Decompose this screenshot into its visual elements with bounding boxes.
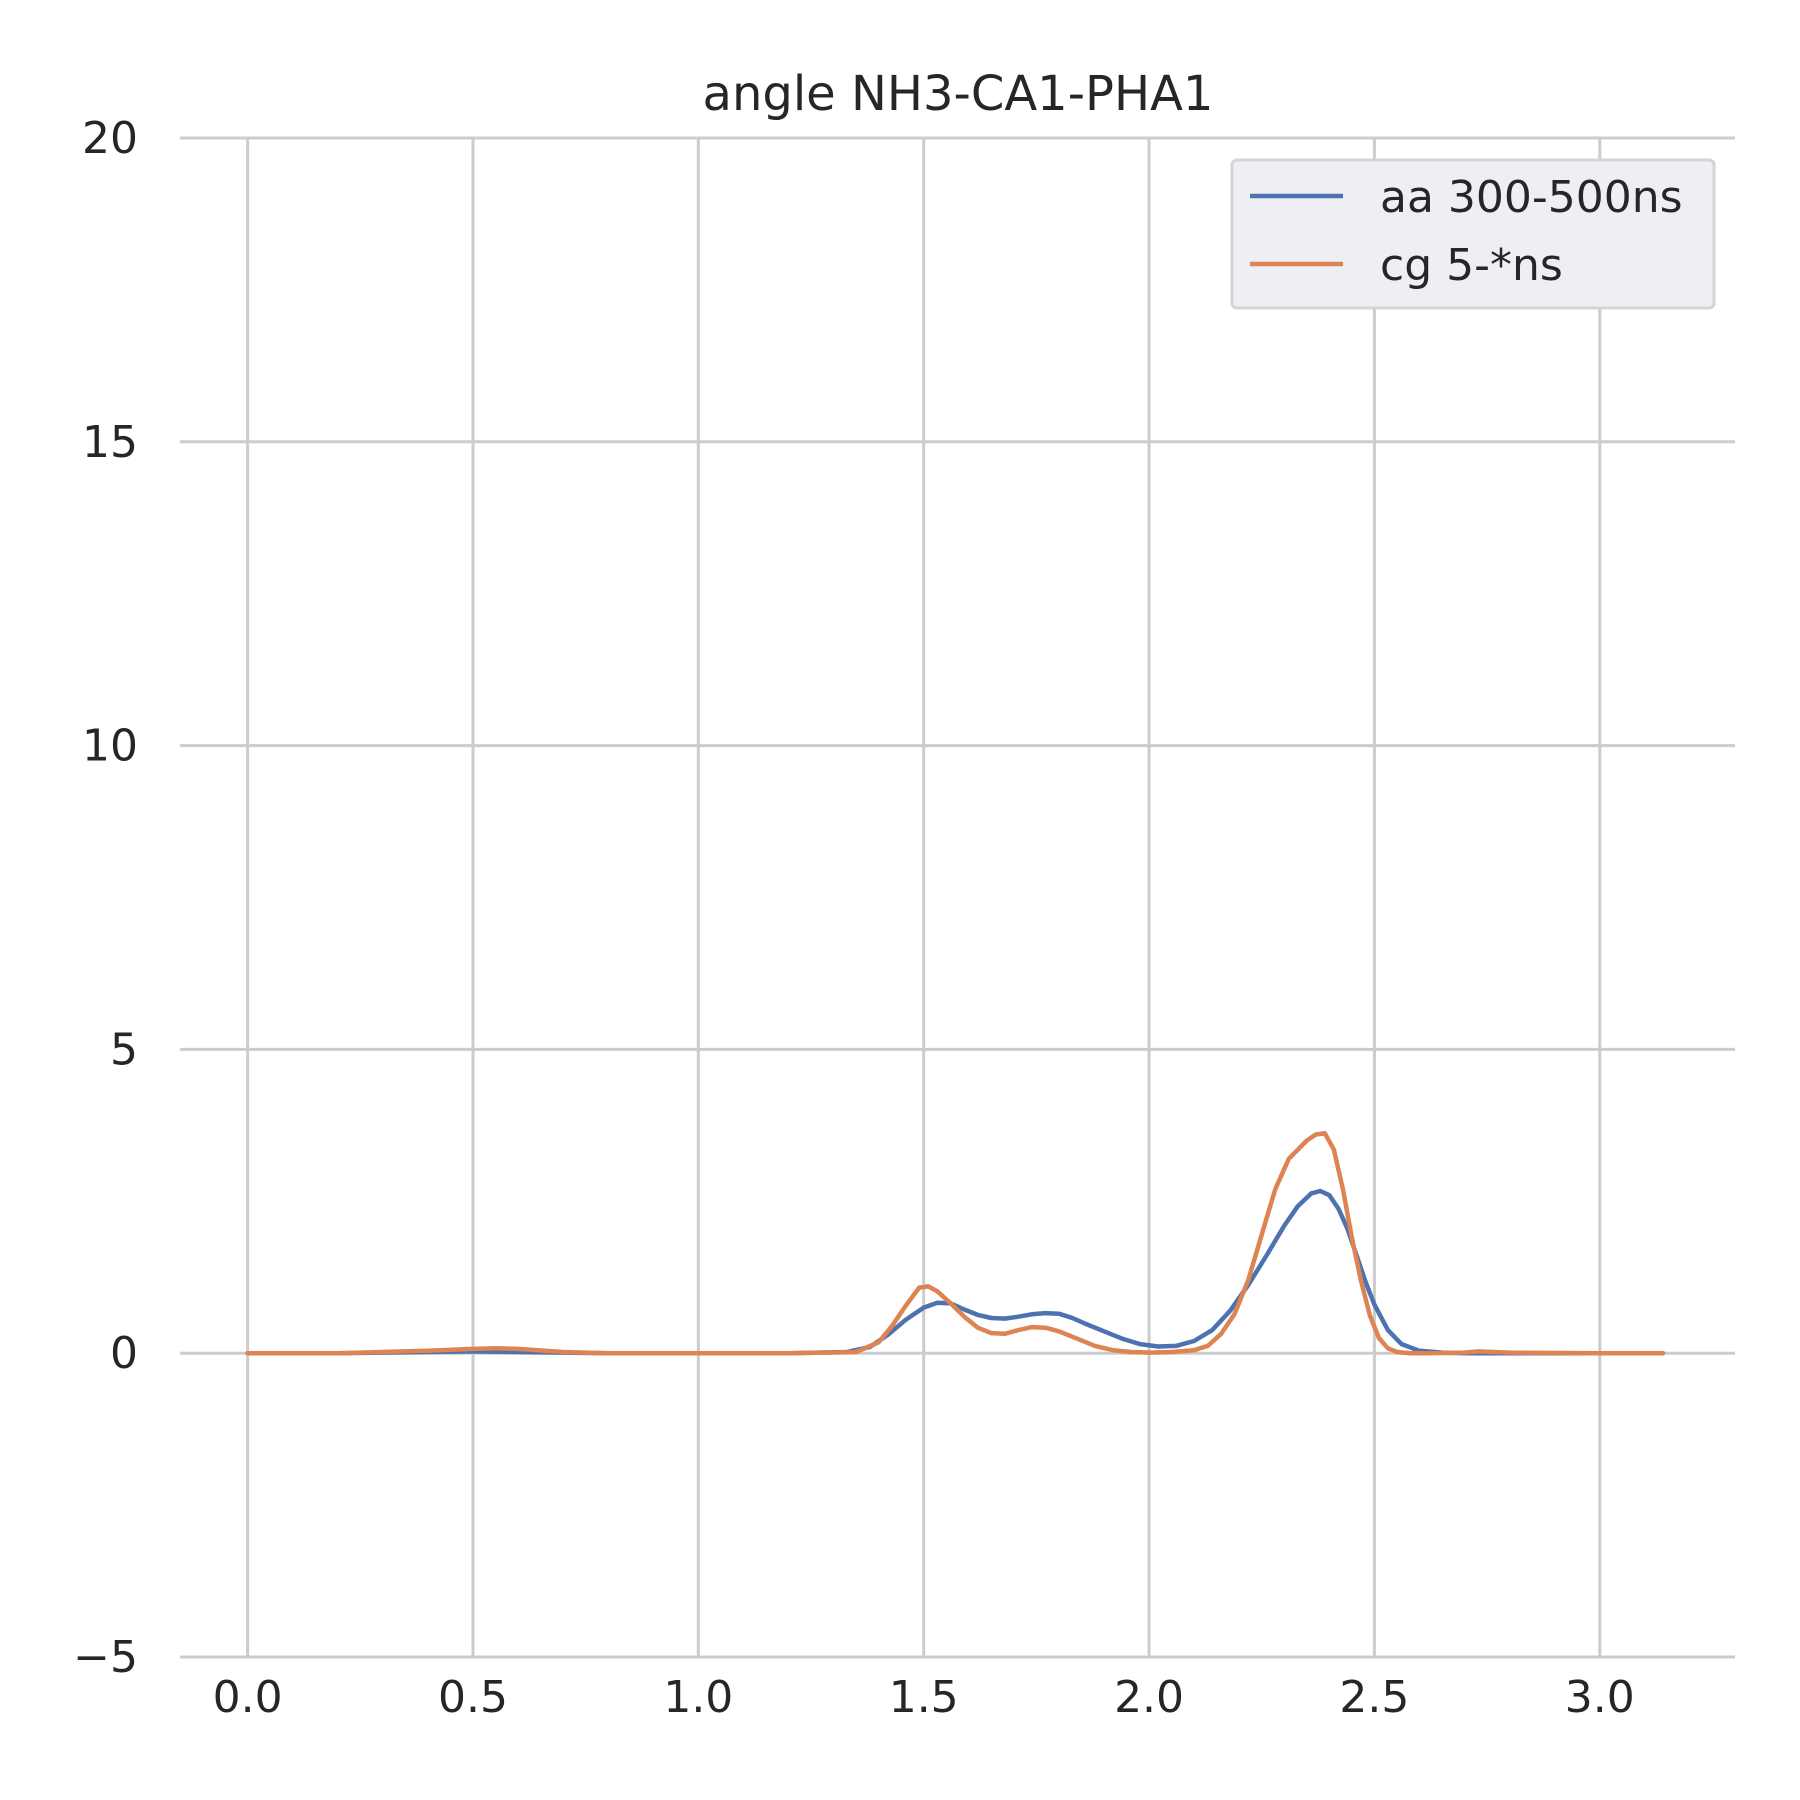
y-tick-label: 20 — [82, 113, 138, 164]
y-axis-ticks: −5 0 5 10 15 20 — [73, 113, 138, 1683]
series-line-0 — [245, 1188, 1666, 1356]
grid-layer — [180, 136, 1735, 1659]
x-tick-label: 1.5 — [889, 1672, 959, 1723]
x-tick-label: 3.0 — [1565, 1672, 1635, 1723]
x-tick-label: 1.0 — [663, 1672, 733, 1723]
x-tick-label: 0.5 — [438, 1672, 508, 1723]
x-tick-label: 0.0 — [213, 1672, 283, 1723]
y-tick-label: 5 — [110, 1024, 138, 1075]
y-tick-label: 15 — [82, 417, 138, 468]
y-tick-label: 0 — [110, 1328, 138, 1379]
legend-label-cg: cg 5-*ns — [1380, 240, 1563, 291]
series-line-1 — [245, 1130, 1666, 1356]
y-tick-label: 10 — [82, 721, 138, 772]
y-tick-label: −5 — [73, 1632, 138, 1683]
chart-title: angle NH3-CA1-PHA1 — [703, 66, 1214, 122]
legend: aa 300-500ns cg 5-*ns — [1230, 158, 1716, 310]
series-layer — [245, 1130, 1666, 1356]
x-axis-ticks: 0.0 0.5 1.0 1.5 2.0 2.5 3.0 — [213, 1672, 1635, 1723]
x-tick-label: 2.0 — [1114, 1672, 1184, 1723]
legend-label-aa: aa 300-500ns — [1380, 172, 1683, 223]
x-tick-label: 2.5 — [1339, 1672, 1409, 1723]
legend-box — [1230, 158, 1716, 310]
